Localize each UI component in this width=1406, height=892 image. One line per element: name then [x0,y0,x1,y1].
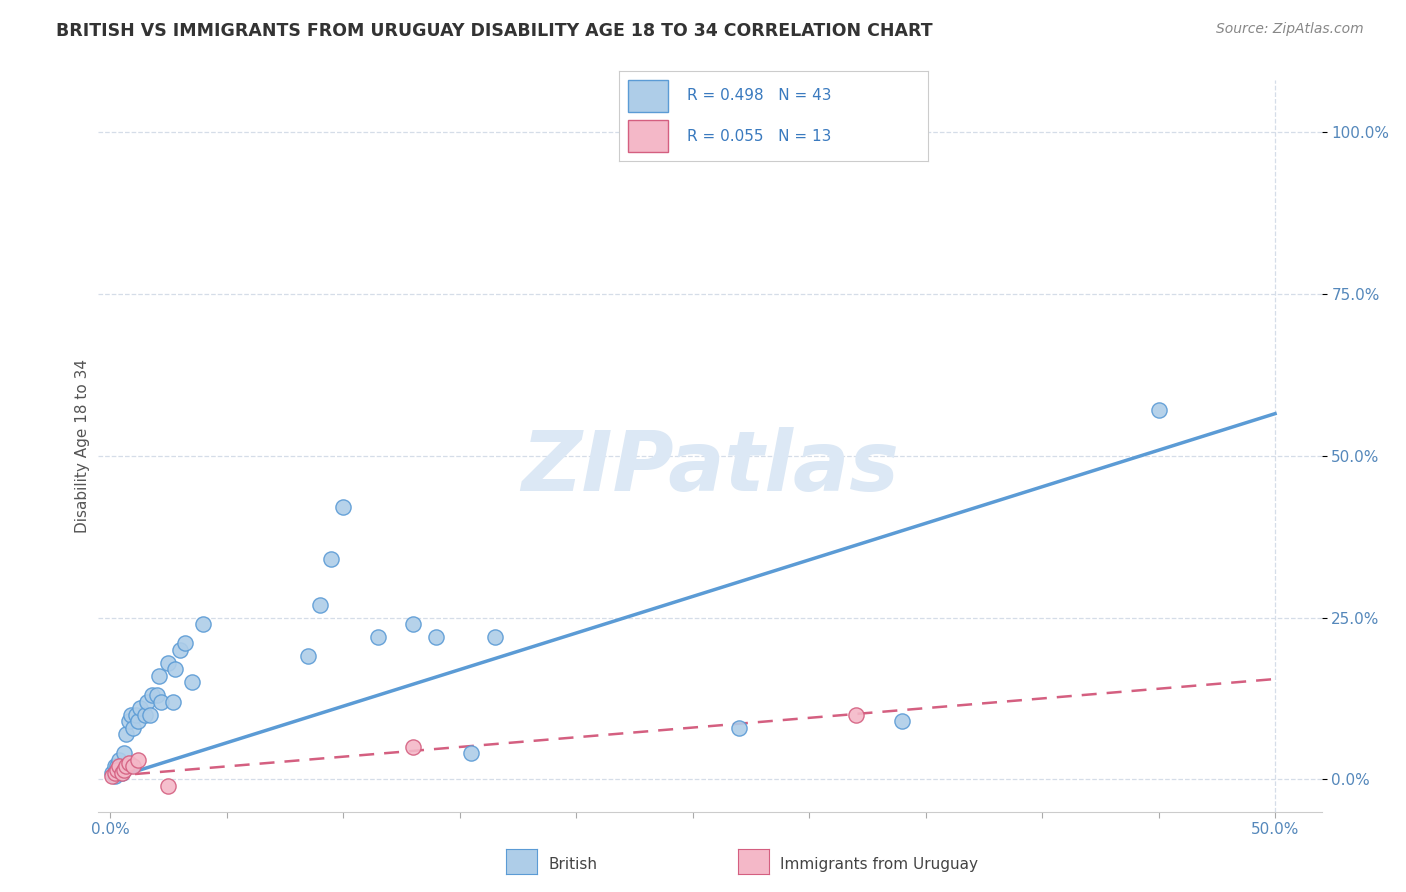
Bar [628,80,668,112]
Point [173,636,195,650]
Point [105,765,128,780]
Point [728,721,751,735]
Text: Immigrants from Uruguay: Immigrants from Uruguay [780,857,979,871]
Point [108,753,131,767]
Point [101,765,124,780]
Point [129,701,152,715]
Point [148,669,170,683]
Point [104,769,127,783]
Point [105,763,128,777]
Text: ZIPatlas: ZIPatlas [522,427,898,508]
Text: R = 0.498   N = 43: R = 0.498 N = 43 [686,88,831,103]
Point [112,763,135,777]
Point [127,714,149,728]
Point [150,695,173,709]
Point [484,630,506,644]
Point [108,763,131,777]
Point [104,765,127,780]
Bar [628,120,668,152]
Point [125,707,148,722]
Point [308,598,330,612]
Point [134,707,156,722]
Point [105,759,128,773]
Text: Source: ZipAtlas.com: Source: ZipAtlas.com [1216,22,1364,37]
Point [402,739,425,754]
Point [332,500,354,515]
Point [127,753,149,767]
Text: R = 0.055   N = 13: R = 0.055 N = 13 [686,128,831,144]
Point [145,688,167,702]
Point [136,695,159,709]
Point [108,759,131,773]
Point [1147,403,1170,417]
Point [180,675,202,690]
Point [402,617,425,632]
Point [460,747,482,761]
Point [162,695,184,709]
Point [165,662,187,676]
Point [101,769,124,783]
Point [891,714,914,728]
Point [122,759,145,773]
Y-axis label: Disability Age 18 to 34: Disability Age 18 to 34 [75,359,90,533]
Point [157,779,180,793]
Point [111,765,134,780]
Point [157,656,180,670]
Point [104,759,127,773]
Point [138,707,160,722]
Point [169,643,191,657]
Point [141,688,163,702]
Point [122,721,145,735]
Point [321,552,343,566]
Point [111,765,134,780]
Point [297,649,319,664]
Point [111,759,134,773]
Text: British: British [548,857,598,871]
Text: BRITISH VS IMMIGRANTS FROM URUGUAY DISABILITY AGE 18 TO 34 CORRELATION CHART: BRITISH VS IMMIGRANTS FROM URUGUAY DISAB… [56,22,932,40]
Point [118,714,141,728]
Point [425,630,447,644]
Point [193,617,215,632]
Point [367,630,389,644]
Point [845,707,868,722]
Point [120,707,142,722]
Point [115,759,138,773]
Point [112,747,135,761]
Point [115,727,138,741]
Point [118,756,141,771]
